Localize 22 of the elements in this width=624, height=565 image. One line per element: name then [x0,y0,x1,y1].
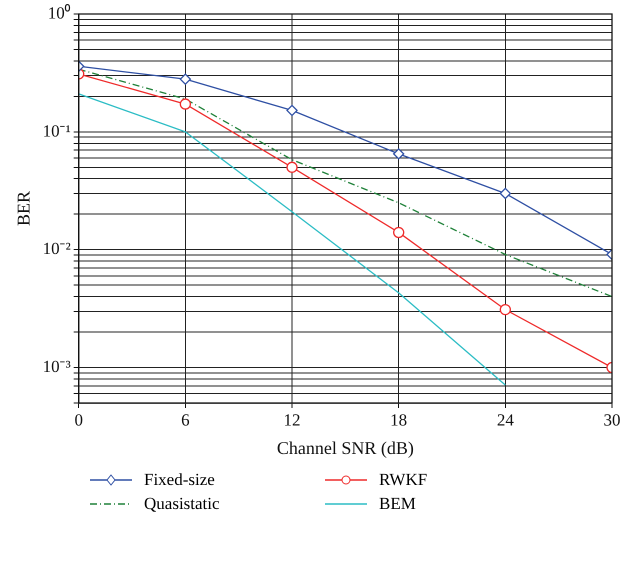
legend-label: BEM [379,494,416,514]
point [286,104,298,116]
x-tick-label: 30 [604,410,620,430]
x-tick-label: 18 [390,410,408,430]
legend-label: Quasistatic [144,494,220,514]
y-tick-label: 10⁻² [42,239,71,258]
legend-label: Fixed-size [144,470,215,490]
x-tick-label: 24 [496,410,514,430]
point [180,74,192,85]
point [180,98,192,110]
point [286,162,298,173]
y-axis-title: BER [14,190,34,226]
y-tick-label: 10⁻³ [42,356,71,376]
y-tick-label: 10⁻¹ [42,121,71,140]
x-tick-label: 6 [181,410,190,430]
point [393,148,404,160]
x-tick-label: 0 [74,410,83,430]
point [393,226,404,238]
x-axis-title: Channel SNR (dB) [276,438,414,458]
x-tick-label: 12 [284,410,301,430]
y-tick-label: 10⁰ [48,3,71,22]
legend-label: RWKF [379,470,428,490]
